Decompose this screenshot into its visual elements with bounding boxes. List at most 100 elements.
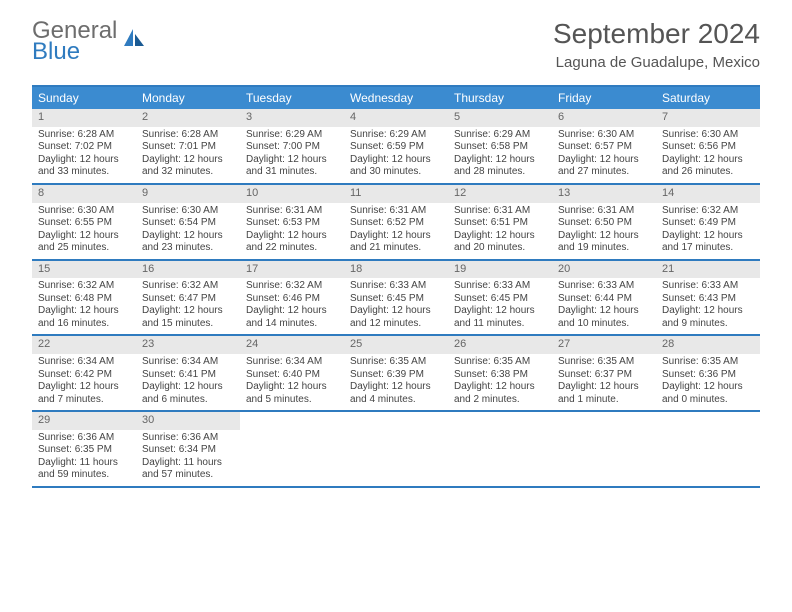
day-number: 19 (448, 261, 552, 279)
sunrise-text: Sunrise: 6:32 AM (136, 280, 240, 293)
day-number: 16 (136, 261, 240, 279)
daylight-text: and 59 minutes. (32, 469, 136, 482)
weekday-header: Sunday (32, 87, 136, 109)
calendar: SundayMondayTuesdayWednesdayThursdayFrid… (32, 85, 760, 488)
sunset-text: Sunset: 7:01 PM (136, 141, 240, 154)
sunset-text: Sunset: 6:40 PM (240, 369, 344, 382)
daylight-text: Daylight: 12 hours (344, 230, 448, 243)
daylight-text: and 0 minutes. (656, 394, 760, 407)
sunset-text: Sunset: 6:39 PM (344, 369, 448, 382)
empty-cell (448, 412, 552, 486)
daylight-text: and 31 minutes. (240, 166, 344, 179)
day-number: 15 (32, 261, 136, 279)
sunrise-text: Sunrise: 6:35 AM (344, 356, 448, 369)
daylight-text: and 10 minutes. (552, 318, 656, 331)
day-number: 24 (240, 336, 344, 354)
daylight-text: and 1 minute. (552, 394, 656, 407)
daylight-text: Daylight: 12 hours (240, 154, 344, 167)
sunrise-text: Sunrise: 6:31 AM (240, 205, 344, 218)
day-number: 22 (32, 336, 136, 354)
day-number: 26 (448, 336, 552, 354)
week-row: 1Sunrise: 6:28 AMSunset: 7:02 PMDaylight… (32, 109, 760, 185)
sunrise-text: Sunrise: 6:32 AM (32, 280, 136, 293)
sunset-text: Sunset: 7:02 PM (32, 141, 136, 154)
sunset-text: Sunset: 6:38 PM (448, 369, 552, 382)
daylight-text: and 9 minutes. (656, 318, 760, 331)
weekday-header: Tuesday (240, 87, 344, 109)
daylight-text: and 28 minutes. (448, 166, 552, 179)
daylight-text: Daylight: 12 hours (656, 305, 760, 318)
weekday-header: Friday (552, 87, 656, 109)
empty-cell (240, 412, 344, 486)
weekday-header: Thursday (448, 87, 552, 109)
day-cell: 18Sunrise: 6:33 AMSunset: 6:45 PMDayligh… (344, 261, 448, 335)
day-cell: 28Sunrise: 6:35 AMSunset: 6:36 PMDayligh… (656, 336, 760, 410)
daylight-text: Daylight: 12 hours (344, 305, 448, 318)
sunset-text: Sunset: 7:00 PM (240, 141, 344, 154)
sunrise-text: Sunrise: 6:34 AM (240, 356, 344, 369)
daylight-text: Daylight: 12 hours (344, 381, 448, 394)
sunset-text: Sunset: 6:59 PM (344, 141, 448, 154)
week-row: 8Sunrise: 6:30 AMSunset: 6:55 PMDaylight… (32, 185, 760, 261)
sunset-text: Sunset: 6:51 PM (448, 217, 552, 230)
day-cell: 9Sunrise: 6:30 AMSunset: 6:54 PMDaylight… (136, 185, 240, 259)
day-cell: 24 Sunrise: 6:34 AMSunset: 6:40 PMDayligh… (240, 336, 344, 410)
daylight-text: and 26 minutes. (656, 166, 760, 179)
day-number: 27 (552, 336, 656, 354)
day-cell: 27Sunrise: 6:35 AMSunset: 6:37 PMDayligh… (552, 336, 656, 410)
day-number: 3 (240, 109, 344, 127)
week-row: 29Sunrise: 6:36 AMSunset: 6:35 PMDayligh… (32, 412, 760, 488)
sunset-text: Sunset: 6:45 PM (344, 293, 448, 306)
sunset-text: Sunset: 6:50 PM (552, 217, 656, 230)
daylight-text: Daylight: 12 hours (656, 381, 760, 394)
sunrise-text: Sunrise: 6:29 AM (240, 129, 344, 142)
sunrise-text: Sunrise: 6:33 AM (552, 280, 656, 293)
header: General Blue September 2024 Laguna de Gu… (0, 0, 792, 77)
weekday-header: Wednesday (344, 87, 448, 109)
sunset-text: Sunset: 6:58 PM (448, 141, 552, 154)
day-number: 21 (656, 261, 760, 279)
daylight-text: Daylight: 12 hours (448, 154, 552, 167)
sunrise-text: Sunrise: 6:34 AM (32, 356, 136, 369)
day-number: 14 (656, 185, 760, 203)
daylight-text: and 16 minutes. (32, 318, 136, 331)
day-cell: 29Sunrise: 6:36 AMSunset: 6:35 PMDayligh… (32, 412, 136, 486)
day-cell: 8Sunrise: 6:30 AMSunset: 6:55 PMDaylight… (32, 185, 136, 259)
day-cell: 19Sunrise: 6:33 AMSunset: 6:45 PMDayligh… (448, 261, 552, 335)
sunrise-text: Sunrise: 6:30 AM (32, 205, 136, 218)
sunrise-text: Sunrise: 6:29 AM (344, 129, 448, 142)
daylight-text: Daylight: 12 hours (552, 381, 656, 394)
logo-text: General Blue (32, 18, 117, 64)
sunset-text: Sunset: 6:35 PM (32, 444, 136, 457)
sunrise-text: Sunrise: 6:35 AM (448, 356, 552, 369)
empty-cell (656, 412, 760, 486)
day-number: 30 (136, 412, 240, 430)
day-number: 23 (136, 336, 240, 354)
day-cell: 13Sunrise: 6:31 AMSunset: 6:50 PMDayligh… (552, 185, 656, 259)
day-number: 4 (344, 109, 448, 127)
daylight-text: Daylight: 12 hours (32, 154, 136, 167)
daylight-text: Daylight: 12 hours (552, 305, 656, 318)
sunset-text: Sunset: 6:52 PM (344, 217, 448, 230)
day-number: 12 (448, 185, 552, 203)
title-block: September 2024 Laguna de Guadalupe, Mexi… (553, 18, 760, 71)
daylight-text: and 33 minutes. (32, 166, 136, 179)
daylight-text: and 15 minutes. (136, 318, 240, 331)
day-cell: 7Sunrise: 6:30 AMSunset: 6:56 PMDaylight… (656, 109, 760, 183)
day-cell: 11Sunrise: 6:31 AMSunset: 6:52 PMDayligh… (344, 185, 448, 259)
daylight-text: Daylight: 12 hours (32, 381, 136, 394)
day-number: 13 (552, 185, 656, 203)
day-number: 17 (240, 261, 344, 279)
day-cell: 4Sunrise: 6:29 AMSunset: 6:59 PMDaylight… (344, 109, 448, 183)
sunrise-text: Sunrise: 6:32 AM (240, 280, 344, 293)
day-number: 11 (344, 185, 448, 203)
daylight-text: Daylight: 12 hours (240, 381, 344, 394)
page-title: September 2024 (553, 18, 760, 50)
daylight-text: Daylight: 11 hours (136, 457, 240, 470)
day-cell: 6Sunrise: 6:30 AMSunset: 6:57 PMDaylight… (552, 109, 656, 183)
day-cell: 22Sunrise: 6:34 AMSunset: 6:42 PMDayligh… (32, 336, 136, 410)
sunset-text: Sunset: 6:47 PM (136, 293, 240, 306)
logo: General Blue (32, 18, 146, 64)
sunset-text: Sunset: 6:46 PM (240, 293, 344, 306)
day-cell: 17Sunrise: 6:32 AMSunset: 6:46 PMDayligh… (240, 261, 344, 335)
